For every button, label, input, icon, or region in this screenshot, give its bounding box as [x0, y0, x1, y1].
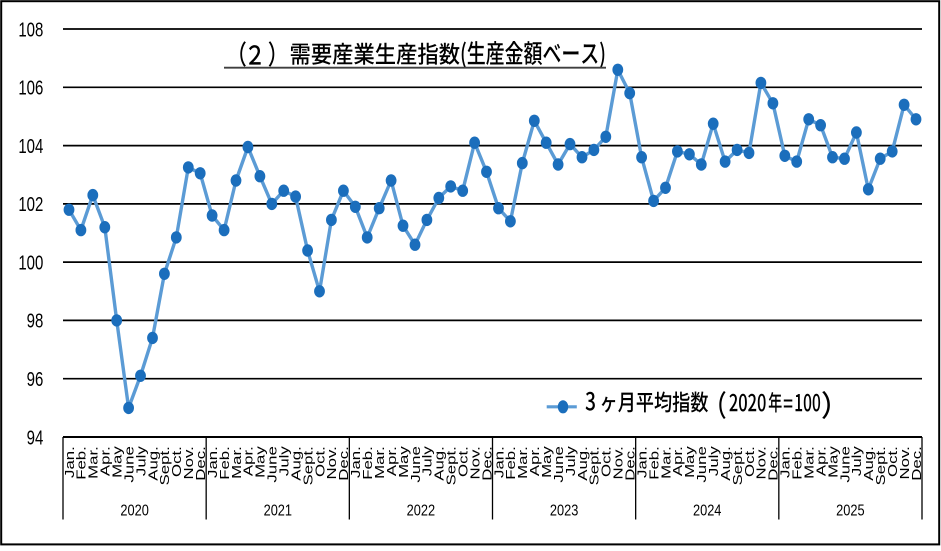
- svg-text:Feb.: Feb.: [218, 446, 233, 480]
- svg-text:2020: 2020: [120, 502, 148, 520]
- svg-text:May: May: [397, 446, 412, 478]
- svg-text:Apr.: Apr.: [671, 446, 686, 476]
- svg-text:Sept.: Sept.: [731, 446, 746, 485]
- svg-text:Oct.: Oct.: [456, 446, 471, 477]
- svg-text:Dec.: Dec.: [337, 446, 352, 481]
- svg-text:Feb.: Feb.: [74, 446, 89, 480]
- svg-text:Feb.: Feb.: [790, 446, 805, 480]
- svg-text:July: July: [420, 446, 435, 476]
- svg-text:Aug.: Aug.: [575, 446, 590, 481]
- svg-text:108: 108: [18, 18, 43, 41]
- svg-text:Feb.: Feb.: [504, 446, 519, 480]
- svg-text:2025: 2025: [836, 502, 864, 520]
- svg-text:Sept.: Sept.: [587, 446, 602, 485]
- svg-text:102: 102: [18, 193, 43, 216]
- svg-text:July: July: [850, 446, 865, 476]
- svg-text:Dec.: Dec.: [623, 446, 638, 481]
- svg-text:98: 98: [27, 309, 44, 332]
- svg-text:Jan.: Jan.: [492, 446, 507, 478]
- svg-text:Apr.: Apr.: [528, 446, 543, 476]
- svg-text:Apr.: Apr.: [385, 446, 400, 476]
- svg-text:Sept.: Sept.: [301, 446, 316, 485]
- svg-text:Nov.: Nov.: [611, 446, 626, 479]
- svg-text:June: June: [695, 446, 710, 482]
- svg-text:106: 106: [18, 76, 43, 99]
- svg-text:July: July: [277, 446, 292, 476]
- svg-text:June: June: [838, 446, 853, 482]
- svg-text:Mar.: Mar.: [659, 446, 674, 479]
- svg-text:May: May: [683, 446, 698, 478]
- svg-text:Mar.: Mar.: [86, 446, 101, 479]
- svg-text:100: 100: [18, 251, 43, 274]
- svg-text:Aug.: Aug.: [289, 446, 304, 481]
- svg-text:Mar.: Mar.: [516, 446, 531, 479]
- svg-text:Jan.: Jan.: [206, 446, 221, 478]
- svg-text:June: June: [408, 446, 423, 482]
- svg-text:Mar.: Mar.: [373, 446, 388, 479]
- svg-text:Sept.: Sept.: [874, 446, 889, 485]
- svg-text:Oct.: Oct.: [313, 446, 328, 477]
- svg-text:Dec.: Dec.: [766, 446, 781, 481]
- svg-text:Jan.: Jan.: [349, 446, 364, 478]
- svg-text:Nov.: Nov.: [182, 446, 197, 479]
- svg-text:May: May: [253, 446, 268, 478]
- svg-text:July: July: [707, 446, 722, 476]
- svg-text:July: July: [564, 446, 579, 476]
- svg-text:Aug.: Aug.: [432, 446, 447, 481]
- svg-text:Sept.: Sept.: [158, 446, 173, 485]
- svg-text:Aug.: Aug.: [146, 446, 161, 481]
- svg-text:Oct.: Oct.: [599, 446, 614, 477]
- svg-text:Dec.: Dec.: [910, 446, 925, 481]
- svg-text:Mar.: Mar.: [229, 446, 244, 479]
- svg-text:Jan.: Jan.: [635, 446, 650, 478]
- svg-text:2023: 2023: [550, 502, 578, 520]
- svg-text:104: 104: [18, 135, 43, 158]
- svg-text:July: July: [134, 446, 149, 476]
- svg-text:96: 96: [27, 368, 44, 391]
- svg-text:Nov.: Nov.: [325, 446, 340, 479]
- svg-text:Jan.: Jan.: [778, 446, 793, 478]
- svg-text:Dec.: Dec.: [480, 446, 495, 481]
- svg-text:2022: 2022: [407, 502, 435, 520]
- svg-text:Nov.: Nov.: [754, 446, 769, 479]
- svg-text:Apr.: Apr.: [241, 446, 256, 476]
- svg-text:Nov.: Nov.: [468, 446, 483, 479]
- svg-text:May: May: [110, 446, 125, 478]
- svg-text:Apr.: Apr.: [98, 446, 113, 476]
- svg-text:Dec.: Dec.: [194, 446, 209, 481]
- svg-text:June: June: [265, 446, 280, 482]
- svg-text:Oct.: Oct.: [742, 446, 757, 477]
- svg-text:2024: 2024: [693, 502, 721, 520]
- svg-text:Apr.: Apr.: [814, 446, 829, 476]
- svg-text:94: 94: [27, 426, 44, 449]
- svg-text:Aug.: Aug.: [719, 446, 734, 481]
- svg-text:Sept.: Sept.: [444, 446, 459, 485]
- svg-text:Oct.: Oct.: [886, 446, 901, 477]
- svg-text:Feb.: Feb.: [361, 446, 376, 480]
- svg-text:Jan.: Jan.: [62, 446, 77, 478]
- svg-text:Nov.: Nov.: [898, 446, 913, 479]
- svg-text:Mar.: Mar.: [802, 446, 817, 479]
- svg-text:May: May: [540, 446, 555, 478]
- svg-text:June: June: [122, 446, 137, 482]
- svg-text:2021: 2021: [264, 502, 292, 520]
- svg-text:Oct.: Oct.: [170, 446, 185, 477]
- svg-text:Feb.: Feb.: [647, 446, 662, 480]
- svg-text:Aug.: Aug.: [862, 446, 877, 481]
- svg-text:June: June: [552, 446, 567, 482]
- svg-text:May: May: [826, 446, 841, 478]
